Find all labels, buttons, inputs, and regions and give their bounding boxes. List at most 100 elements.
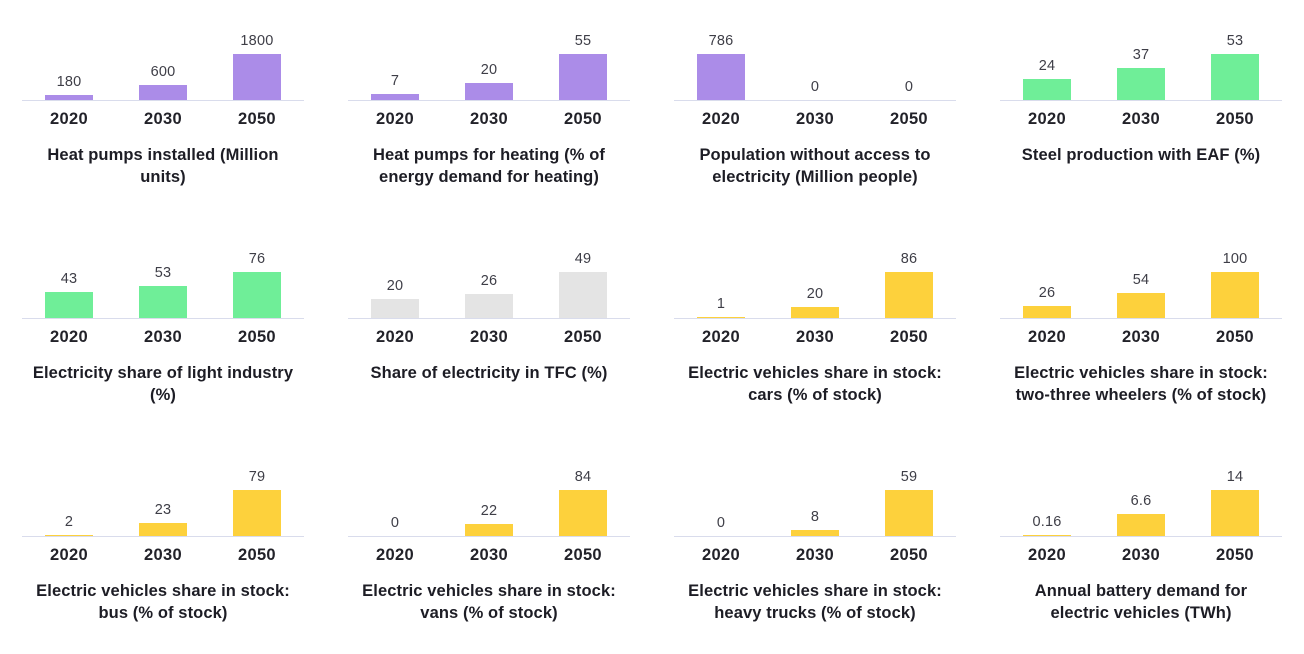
- x-tick-label: 2050: [1216, 328, 1254, 346]
- bar-value-label: 84: [574, 469, 592, 485]
- bar-group-2050: 53: [1188, 31, 1282, 100]
- x-axis-labels: 2020 2030 2050: [348, 319, 630, 347]
- mini-chart-8: 2 23 79 2020 2030 2050 Electric vehicles share…: [0, 436, 326, 654]
- x-tick-label: 2050: [564, 110, 602, 128]
- bar-group-2030: 0: [768, 31, 862, 100]
- bar: [464, 293, 513, 318]
- bar-group-2050: 100: [1188, 249, 1282, 318]
- bar: [1210, 54, 1259, 100]
- bar: [884, 490, 933, 536]
- bar: [696, 317, 745, 318]
- bar-value-label: 0.16: [1032, 514, 1062, 531]
- bar-group-2030: 23: [116, 467, 210, 536]
- bar-value-label: 20: [386, 278, 404, 295]
- bar: [232, 54, 281, 100]
- bar-group-2050: 84: [536, 467, 630, 536]
- x-axis-labels: 2020 2030 2050: [22, 319, 304, 347]
- bar-value-label: 0: [716, 515, 726, 531]
- x-axis-labels: 2020 2030 2050: [674, 537, 956, 565]
- x-tick-label: 2020: [702, 328, 740, 346]
- bar-value-label: 26: [1038, 285, 1056, 302]
- bar: [1116, 514, 1165, 536]
- x-axis-labels: 2020 2030 2050: [22, 537, 304, 565]
- bar: [1022, 535, 1071, 536]
- x-tick-label: 2030: [470, 546, 508, 564]
- bar: [790, 307, 839, 318]
- bar-value-label: 49: [574, 251, 592, 267]
- bar-group-2030: 54: [1094, 249, 1188, 318]
- bar: [1210, 490, 1259, 536]
- bar-group-2030: 600: [116, 31, 210, 100]
- bar-value-label: 55: [574, 33, 592, 49]
- bar-group-2030: 37: [1094, 31, 1188, 100]
- chart-title: Annual battery demand for electric vehic…: [1034, 582, 1248, 622]
- bar: [370, 94, 419, 100]
- plot-area: 2 23 79: [22, 467, 304, 537]
- bar-group-2020: 7: [348, 31, 442, 100]
- bar-group-2020: 2: [22, 467, 116, 536]
- plot-area: 43 53 76: [22, 249, 304, 319]
- x-tick-label: 2020: [50, 328, 88, 346]
- bar-value-label: 2: [64, 513, 74, 530]
- x-tick-label: 2050: [238, 328, 276, 346]
- x-tick-label: 2030: [144, 328, 182, 346]
- x-tick-label: 2020: [1028, 110, 1066, 128]
- x-tick-label: 2030: [1122, 546, 1160, 564]
- mini-chart-3: 24 37 53 2020 2030 2050 Steel production with …: [978, 0, 1304, 218]
- bar-group-2050: 59: [862, 467, 956, 536]
- mini-chart-5: 20 26 49 2020 2030 2050 Share of electricity i…: [326, 218, 652, 436]
- plot-area: 0 22 84: [348, 467, 630, 537]
- bar-value-label: 23: [154, 501, 172, 518]
- chart-title: Heat pumps for heating (% of energy dema…: [373, 146, 605, 186]
- bar: [558, 272, 607, 318]
- bar-group-2020: 0: [348, 467, 442, 536]
- x-axis-labels: 2020 2030 2050: [674, 319, 956, 347]
- chart-title: Electricity share of light industry (%): [32, 364, 294, 404]
- bar: [1022, 306, 1071, 318]
- chart-title: Heat pumps installed (Million units): [47, 146, 279, 186]
- mini-chart-9: 0 22 84 2020 2030 2050 Electric vehicles share…: [326, 436, 652, 654]
- plot-area: 0.16 6.6 14: [1000, 467, 1282, 537]
- x-tick-label: 2050: [890, 546, 928, 564]
- bar-value-label: 86: [900, 251, 918, 267]
- bar-group-2050: 14: [1188, 467, 1282, 536]
- bar-group-2030: 20: [442, 31, 536, 100]
- bar: [464, 523, 513, 536]
- x-tick-label: 2050: [890, 328, 928, 346]
- bar-value-label: 600: [150, 63, 176, 80]
- x-tick-label: 2030: [796, 110, 834, 128]
- x-axis-labels: 2020 2030 2050: [1000, 537, 1282, 565]
- bar: [232, 272, 281, 318]
- bar-value-label: 54: [1132, 272, 1150, 289]
- bar: [1116, 293, 1165, 318]
- bar-group-2050: 0: [862, 31, 956, 100]
- bar-value-label: 7: [390, 73, 400, 90]
- x-tick-label: 2020: [376, 546, 414, 564]
- bar-group-2020: 0: [674, 467, 768, 536]
- bar: [138, 84, 187, 100]
- x-tick-label: 2050: [564, 328, 602, 346]
- bar: [790, 529, 839, 536]
- bar-group-2030: 53: [116, 249, 210, 318]
- bar-group-2020: 180: [22, 31, 116, 100]
- x-tick-label: 2030: [796, 546, 834, 564]
- bar-group-2050: 79: [210, 467, 304, 536]
- mini-chart-1: 7 20 55 2020 2030 2050 Heat pumps for heating …: [326, 0, 652, 218]
- bar-value-label: 20: [480, 62, 498, 79]
- mini-chart-6: 1 20 86 2020 2030 2050 Electric vehicles share…: [652, 218, 978, 436]
- bar-value-label: 79: [248, 469, 266, 485]
- plot-area: 24 37 53: [1000, 31, 1282, 101]
- bar: [44, 95, 93, 100]
- bar: [464, 83, 513, 100]
- x-tick-label: 2020: [1028, 328, 1066, 346]
- mini-chart-4: 43 53 76 2020 2030 2050 Electricity share of l…: [0, 218, 326, 436]
- bar-group-2030: 8: [768, 467, 862, 536]
- plot-area: 180 600 1800: [22, 31, 304, 101]
- bar-value-label: 14: [1226, 469, 1244, 485]
- x-tick-label: 2030: [470, 328, 508, 346]
- bar-group-2050: 76: [210, 249, 304, 318]
- bar: [44, 291, 93, 318]
- bar: [370, 299, 419, 318]
- x-tick-label: 2050: [1216, 546, 1254, 564]
- bar-value-label: 26: [480, 272, 498, 289]
